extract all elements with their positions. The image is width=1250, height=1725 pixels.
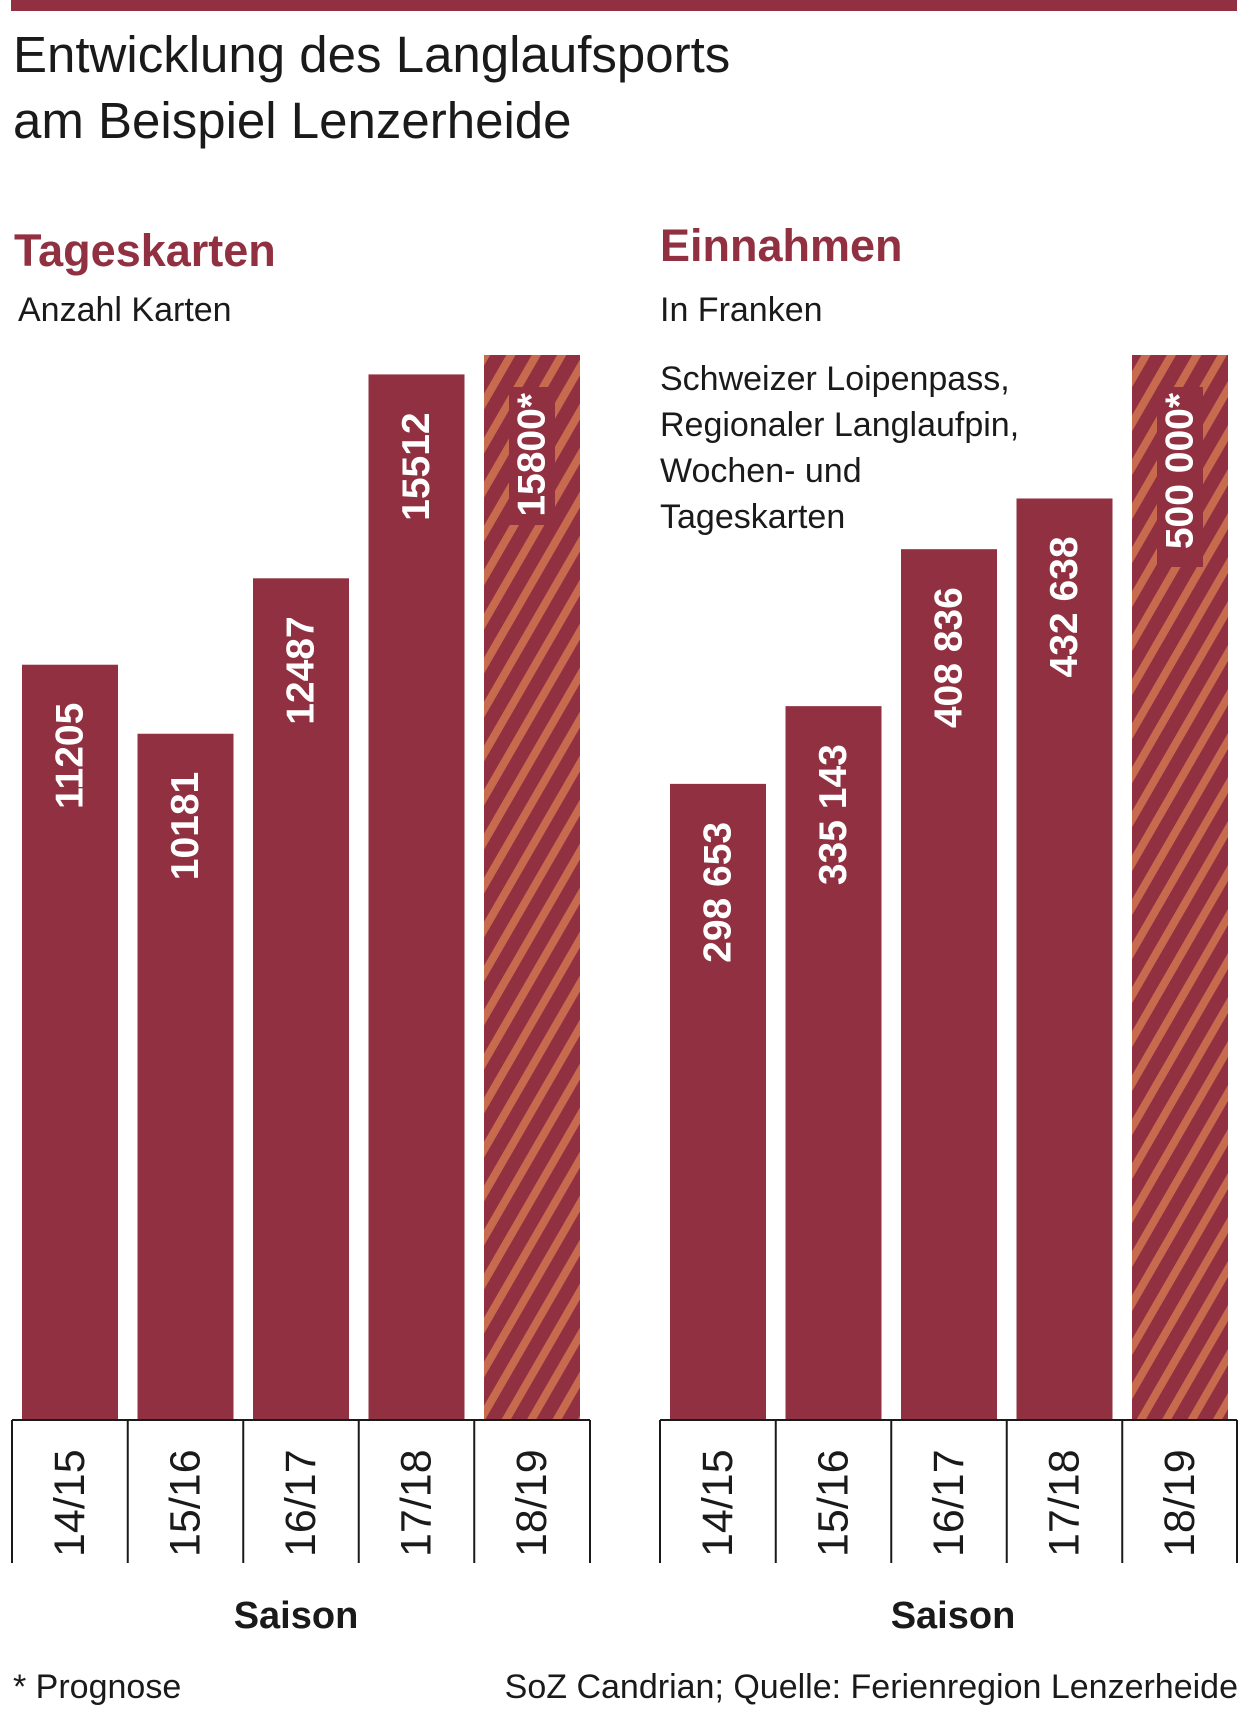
einnahmen-forecast-label-bg <box>1157 387 1203 567</box>
tageskarten-tick-label: 17/18 <box>393 1449 441 1557</box>
tageskarten-tick-label: 14/15 <box>46 1449 94 1557</box>
tageskarten-bar-18-19 <box>484 355 580 1420</box>
tageskarten-value-label: 11205 <box>49 703 92 809</box>
tageskarten-bar-17-18 <box>368 374 465 1421</box>
einnahmen-tick-label: 17/18 <box>1041 1449 1089 1557</box>
chart-title-line-1: Entwicklung des Langlaufsports <box>13 26 731 83</box>
panel-title-tageskarten: Tageskarten <box>14 225 276 276</box>
chart-title-line-2: am Beispiel Lenzerheide <box>13 92 572 149</box>
panel-subtitle-tageskarten: Anzahl Karten <box>18 291 232 329</box>
tageskarten-chart: 11205 14/15 10181 15/16 12487 16/17 15512 17/18… <box>11 355 591 1563</box>
tageskarten-value-label: 12487 <box>280 616 323 724</box>
tageskarten-tick-label: 18/19 <box>508 1449 556 1557</box>
einnahmen-note-line-4: Tageskarten <box>660 498 846 536</box>
einnahmen-note: Schweizer Loipenpass, Regionaler Langlau… <box>660 356 1090 540</box>
tageskarten-bar-16-17 <box>253 578 349 1420</box>
tageskarten-value-label: 15512 <box>395 412 438 520</box>
einnahmen-value-label: 432 638 <box>1043 536 1086 677</box>
tageskarten-tick-label: 16/17 <box>277 1449 325 1557</box>
top-accent-bar <box>11 0 1237 11</box>
einnahmen-note-line-2: Regionaler Langlaufpin, <box>660 406 1020 444</box>
einnahmen-value-label: 298 653 <box>697 822 740 963</box>
einnahmen-value-label: 408 836 <box>928 587 971 728</box>
tageskarten-bar-15-16 <box>137 733 234 1420</box>
tageskarten-forecast-label-bg <box>509 387 555 525</box>
einnahmen-bar-15-16 <box>785 706 882 1420</box>
einnahmen-tick-label: 15/16 <box>810 1449 858 1557</box>
tageskarten-value-label: 10181 <box>164 772 207 880</box>
footnote-prognose: * Prognose <box>13 1668 182 1706</box>
einnahmen-tick-label: 18/19 <box>1156 1449 1204 1557</box>
einnahmen-bar-17-18 <box>1016 498 1113 1420</box>
tageskarten-bar-14-15 <box>22 664 118 1420</box>
einnahmen-bar-16-17 <box>901 549 997 1420</box>
einnahmen-value-label: 335 143 <box>812 744 855 885</box>
einnahmen-note-line-3: Wochen- und <box>660 452 862 490</box>
einnahmen-tick-label: 16/17 <box>925 1449 973 1557</box>
tageskarten-value-label: 15800* <box>511 392 554 516</box>
einnahmen-chart: 298 653 14/15 335 143 15/16 408 836 16/17 432 … <box>659 355 1238 1563</box>
einnahmen-value-label: 500 000* <box>1159 392 1202 549</box>
einnahmen-note-line-1: Schweizer Loipenpass, <box>660 360 1010 398</box>
tageskarten-tick-label: 15/16 <box>162 1449 210 1557</box>
einnahmen-bar-14-15 <box>670 783 766 1420</box>
source-credit: SoZ Candrian; Quelle: Ferienregion Lenze… <box>504 1668 1238 1706</box>
x-axis-title-tageskarten: Saison <box>233 1595 359 1637</box>
einnahmen-tick-label: 14/15 <box>694 1449 742 1557</box>
panel-title-einnahmen: Einnahmen <box>660 220 903 271</box>
panel-subtitle-einnahmen: In Franken <box>660 291 823 329</box>
x-axis-title-einnahmen: Saison <box>890 1595 1016 1637</box>
chart-title: Entwicklung des Langlaufsports am Beispi… <box>13 22 730 154</box>
